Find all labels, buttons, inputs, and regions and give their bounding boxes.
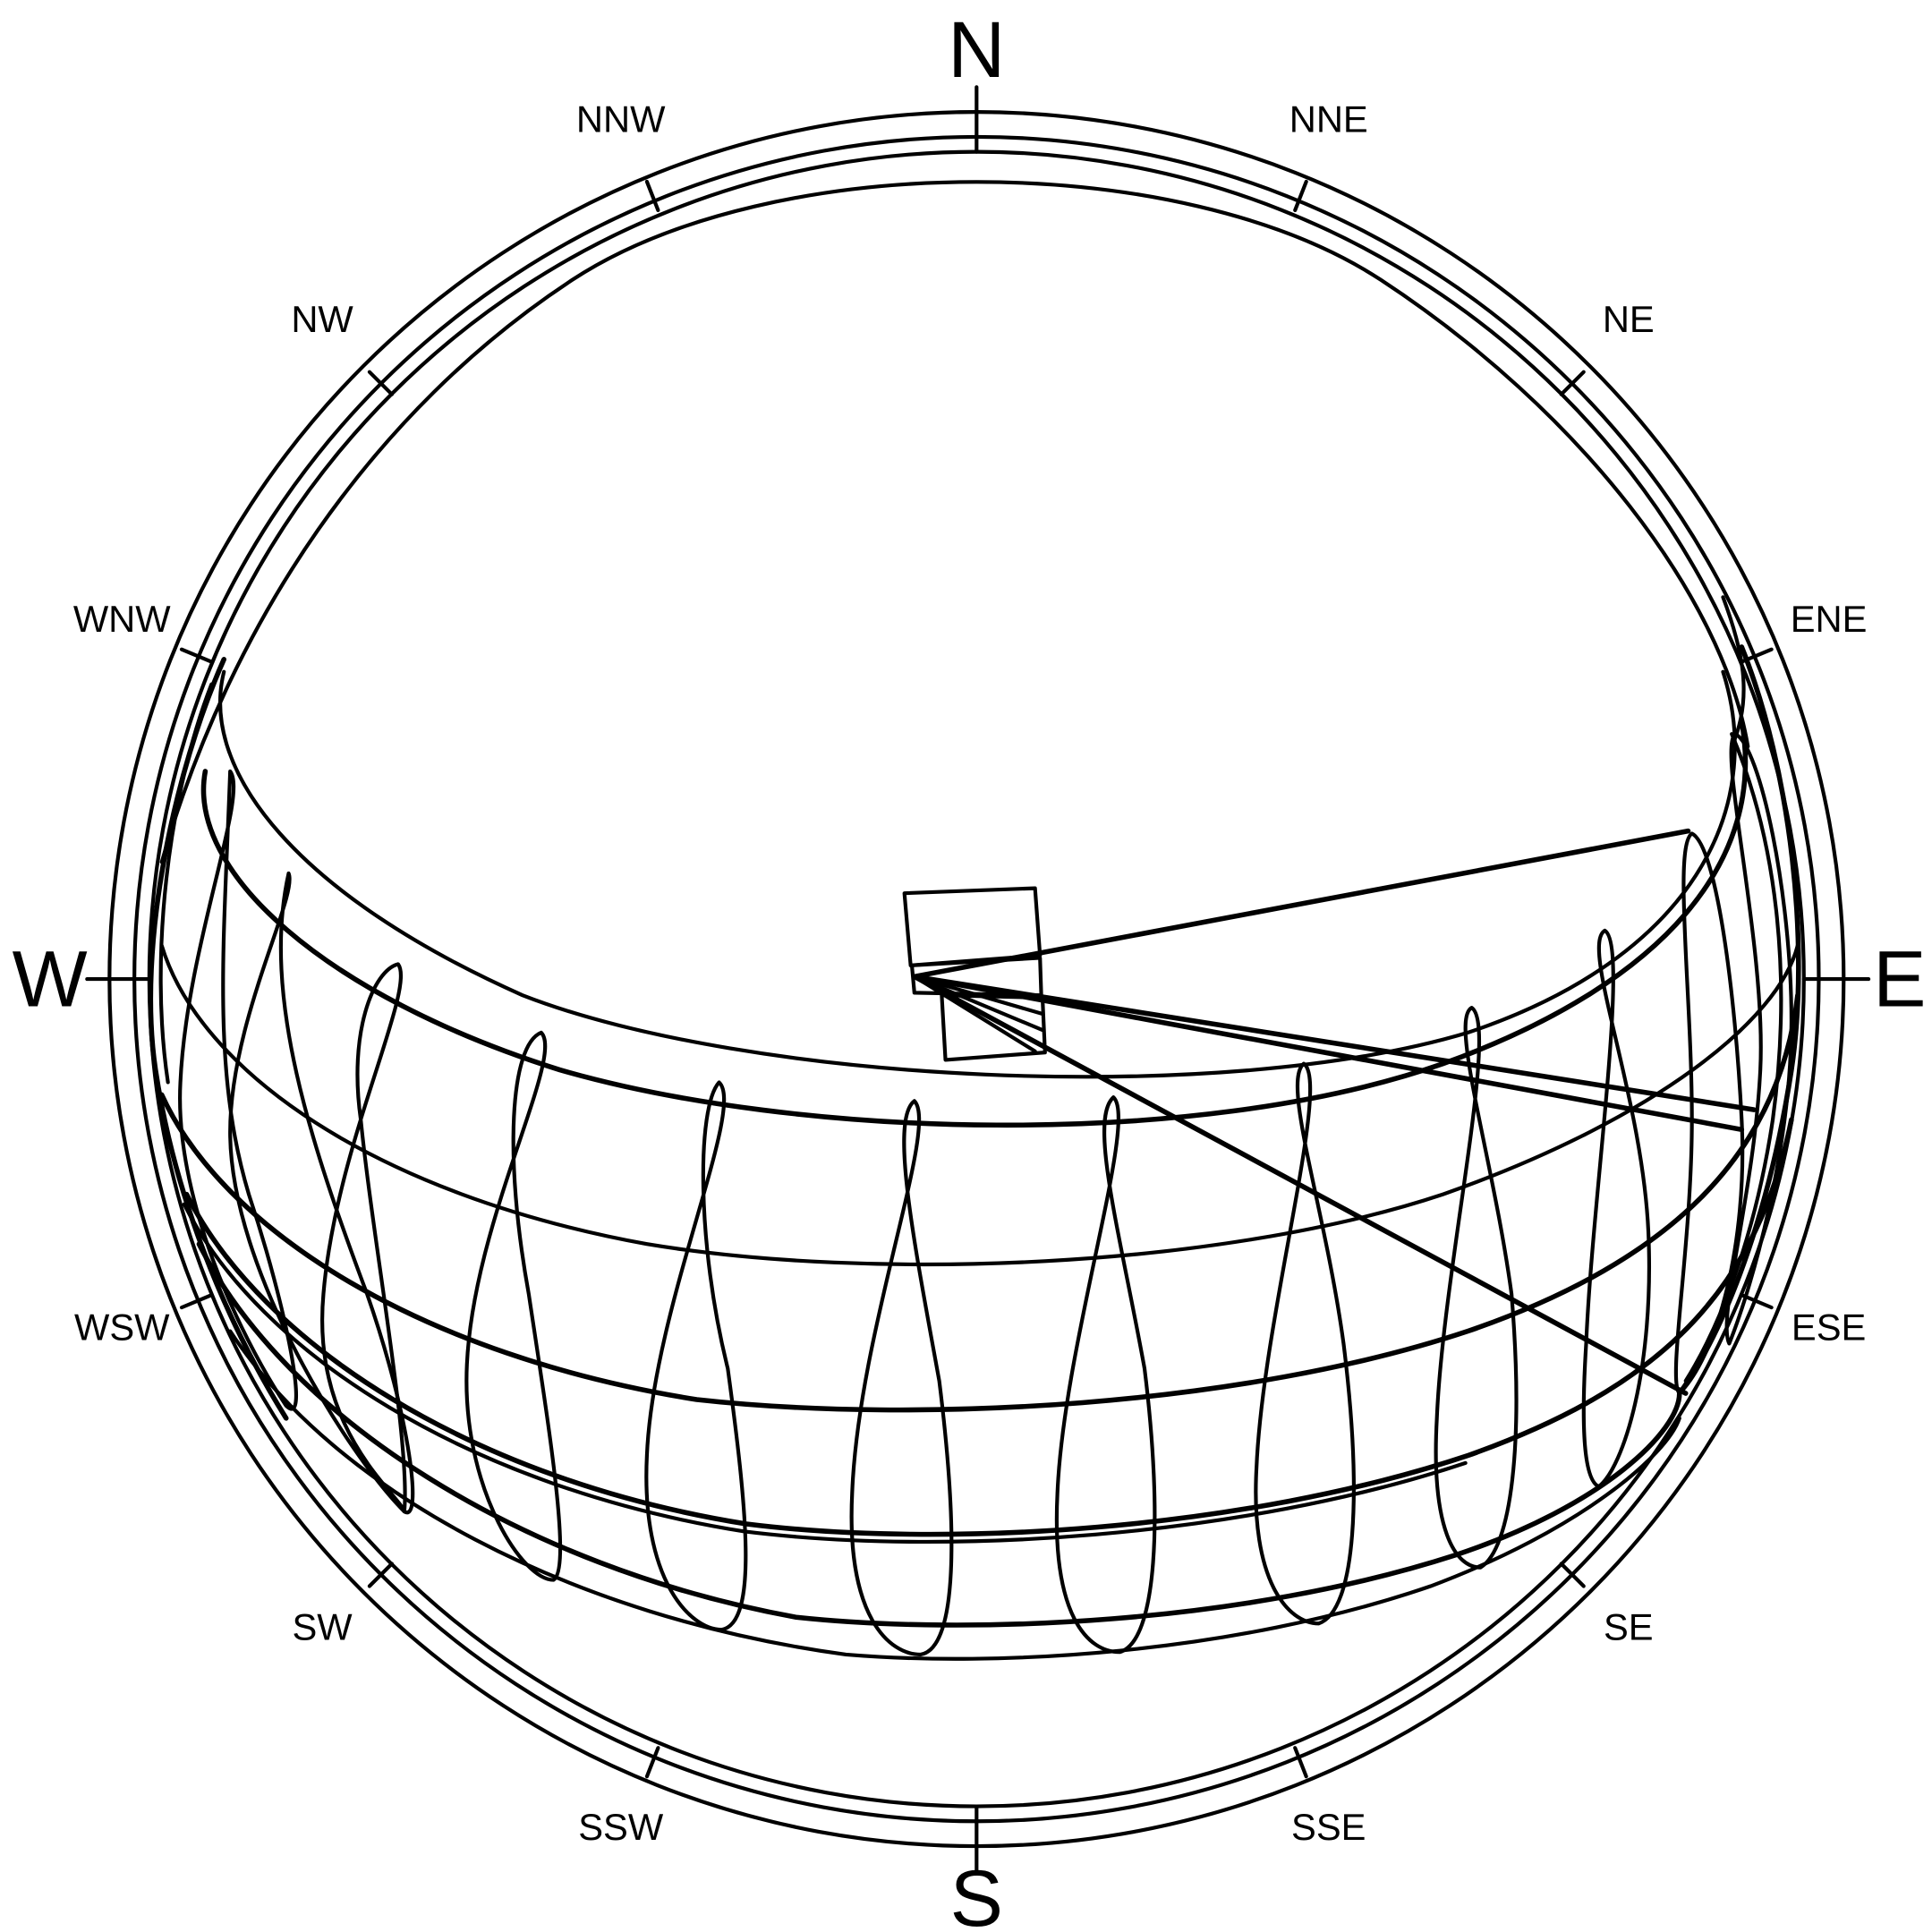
obstruction-lower-box [940,993,1047,1062]
inner-ring [147,149,1806,1809]
label-w: W [13,934,88,1024]
compass-labels: N S W E NNE NE ENE ESE SE SSE SSW SW WSW… [13,4,1927,1932]
west-edge-2 [158,682,214,1085]
nnw-tick [644,179,660,213]
analemma-8 [1254,1061,1356,1626]
band-3 [158,992,1800,1413]
analemma-4 [464,1030,563,1582]
band-6 [228,1329,1681,1661]
label-nw: NW [291,298,353,340]
obstruction-upper-box [902,886,1043,967]
nw-tick [367,370,395,396]
label-ne: NE [1603,298,1655,340]
label-wsw: WSW [74,1306,170,1348]
analemma-5 [644,1080,748,1632]
analemmas [178,732,1793,1657]
analemma-9 [1434,1005,1519,1570]
ssw-tick [644,1746,660,1779]
intercardinal-ticks [179,179,1774,1779]
analemma-6 [849,1099,954,1657]
label-sw: SW [292,1605,353,1647]
ne-tick [1559,370,1586,396]
ray-4 [912,974,1689,1396]
label-wnw: WNW [73,598,171,640]
label-ese: ESE [1792,1306,1866,1348]
nne-tick [1293,179,1308,213]
band-5 [196,1241,1682,1628]
cardinal-ticks [85,85,1871,1873]
analemma-7 [1054,1095,1157,1655]
dome-cap-outline [159,180,1750,864]
analemma-1 [178,769,299,1411]
analemma-10 [1581,928,1651,1489]
wnw-tick [179,647,214,664]
label-n: N [948,4,1005,94]
label-s: S [950,1853,1003,1932]
analemma-11 [1673,831,1745,1396]
ray-3 [912,974,1745,1133]
label-e: E [1873,934,1926,1024]
ray-5 [912,975,1045,1017]
analemma-3 [320,962,407,1514]
analemma-12 [1724,732,1793,1346]
wsw-tick [179,1293,214,1310]
label-ene: ENE [1791,598,1868,640]
ray-1 [912,828,1691,980]
ray-2 [912,974,1757,1112]
sw-tick [367,1562,395,1588]
label-nnw: NNW [576,98,666,140]
label-nne: NNE [1289,98,1368,140]
band-1 [200,719,1749,1128]
label-ssw: SSW [578,1806,664,1848]
label-sse: SSE [1291,1806,1366,1848]
se-tick [1559,1562,1586,1588]
ray-7 [912,975,1037,1053]
dome [159,180,1750,1079]
label-se: SE [1604,1605,1654,1647]
shading-rays [912,828,1757,1396]
cap-rim-east [1721,595,1746,749]
ray-6 [912,975,1045,1033]
sse-tick [1293,1746,1308,1779]
east-edge-1 [1677,644,1801,1396]
